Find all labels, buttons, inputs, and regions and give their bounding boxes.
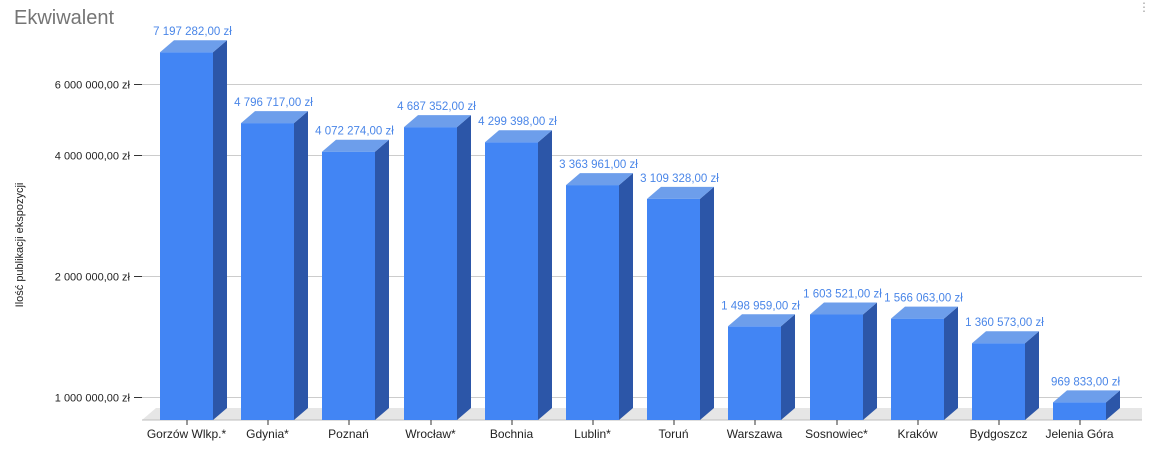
bar-top — [404, 115, 471, 128]
data-label: 1 498 959,00 zł — [721, 300, 800, 312]
y-tick-label: 2 000 000,00 zł — [55, 272, 131, 284]
bar-side — [1025, 331, 1039, 420]
bar[interactable] — [160, 40, 227, 420]
bar-side — [1106, 390, 1120, 420]
bar-top — [891, 306, 958, 319]
y-tick-label: 1 000 000,00 zł — [55, 393, 131, 405]
x-tick-label: Warszawa — [727, 427, 783, 441]
bar[interactable] — [647, 186, 714, 420]
bar-side — [538, 130, 552, 420]
x-tick-label: Kraków — [897, 427, 937, 441]
bar[interactable] — [322, 139, 389, 420]
data-label: 4 299 398,00 zł — [478, 116, 557, 128]
bar-front — [647, 198, 700, 420]
data-label: 969 833,00 zł — [1051, 376, 1121, 388]
bar-top — [485, 130, 552, 143]
bar[interactable] — [485, 130, 552, 420]
bar[interactable] — [241, 111, 308, 420]
bar-side — [619, 173, 633, 420]
x-tick-label: Jelenia Góra — [1045, 427, 1113, 441]
bar-front — [404, 127, 457, 421]
bar-top — [566, 173, 633, 186]
bar-top — [972, 331, 1039, 344]
bar[interactable] — [404, 115, 471, 421]
bar-front — [1053, 402, 1106, 420]
bar[interactable] — [566, 173, 633, 420]
bar-front — [322, 151, 375, 420]
bar-side — [781, 314, 795, 420]
bar-front — [566, 185, 619, 420]
x-tick-label: Poznań — [328, 427, 369, 441]
x-tick-label: Wrocław* — [405, 427, 456, 441]
x-tick-label: Sosnowiec* — [805, 427, 868, 441]
x-tick-label: Gorzów Wlkp.* — [147, 427, 227, 441]
chart-title: Ekwiwalent — [14, 7, 115, 29]
bar[interactable] — [1053, 390, 1120, 420]
bar-side — [375, 139, 389, 420]
bar-top — [160, 40, 227, 53]
bar-front — [891, 318, 944, 420]
data-label: 1 603 521,00 zł — [803, 289, 882, 301]
bar-front — [241, 123, 294, 420]
bar-side — [294, 111, 308, 420]
x-tick-label: Bochnia — [490, 427, 534, 441]
data-label: 7 197 282,00 zł — [153, 26, 232, 38]
more-vert-icon[interactable]: ⋮ — [1138, 0, 1150, 14]
bar-top — [728, 314, 795, 327]
data-label: 3 109 328,00 zł — [640, 173, 719, 185]
bar-side — [213, 40, 227, 420]
bar-side — [863, 302, 877, 420]
x-tick-label: Lublin* — [574, 427, 611, 441]
bar-side — [700, 186, 714, 420]
bar-top — [322, 139, 389, 152]
data-label: 3 363 961,00 zł — [559, 159, 638, 171]
bar-side — [944, 306, 958, 420]
bar-top — [241, 111, 308, 124]
x-tick-label: Gdynia* — [246, 427, 289, 441]
y-tick-label: 6 000 000,00 zł — [55, 80, 131, 92]
x-tick-label: Bydgoszcz — [969, 427, 1027, 441]
bar-top — [810, 302, 877, 315]
bar-front — [810, 314, 863, 420]
bar[interactable] — [728, 314, 795, 420]
x-tick-label: Toruń — [658, 427, 688, 441]
bar[interactable] — [891, 306, 958, 420]
bar-front — [160, 52, 213, 420]
bar-front — [728, 326, 781, 420]
bar[interactable] — [810, 302, 877, 420]
bar-side — [457, 115, 471, 421]
data-label: 1 566 063,00 zł — [884, 293, 963, 305]
bar-top — [1053, 390, 1120, 403]
y-axis-label: Ilość publikacji ekspozycji — [14, 183, 26, 308]
data-label: 4 796 717,00 zł — [234, 97, 313, 109]
data-label: 4 072 274,00 zł — [315, 126, 394, 138]
bar-top — [647, 186, 714, 199]
bar-front — [972, 343, 1025, 420]
data-label: 4 687 352,00 zł — [397, 101, 476, 113]
bar-front — [485, 142, 538, 420]
data-label: 1 360 573,00 zł — [965, 317, 1044, 329]
bar[interactable] — [972, 331, 1039, 420]
y-tick-label: 4 000 000,00 zł — [55, 151, 131, 163]
